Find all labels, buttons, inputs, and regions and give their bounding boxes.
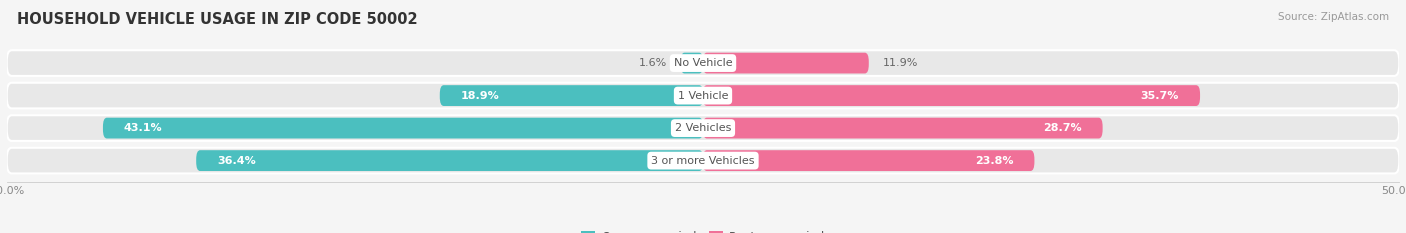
- FancyBboxPatch shape: [7, 50, 1399, 76]
- FancyBboxPatch shape: [440, 85, 703, 106]
- FancyBboxPatch shape: [703, 118, 1102, 138]
- FancyBboxPatch shape: [681, 53, 703, 73]
- Text: 23.8%: 23.8%: [974, 156, 1014, 166]
- FancyBboxPatch shape: [7, 148, 1399, 173]
- Text: 2 Vehicles: 2 Vehicles: [675, 123, 731, 133]
- FancyBboxPatch shape: [703, 85, 1201, 106]
- FancyBboxPatch shape: [703, 150, 1035, 171]
- Text: 3 or more Vehicles: 3 or more Vehicles: [651, 156, 755, 166]
- Text: 1 Vehicle: 1 Vehicle: [678, 91, 728, 101]
- Text: 43.1%: 43.1%: [124, 123, 163, 133]
- Text: 35.7%: 35.7%: [1140, 91, 1180, 101]
- Legend: Owner-occupied, Renter-occupied: Owner-occupied, Renter-occupied: [576, 226, 830, 233]
- Text: No Vehicle: No Vehicle: [673, 58, 733, 68]
- FancyBboxPatch shape: [7, 115, 1399, 141]
- FancyBboxPatch shape: [7, 83, 1399, 108]
- FancyBboxPatch shape: [197, 150, 703, 171]
- Text: 36.4%: 36.4%: [217, 156, 256, 166]
- FancyBboxPatch shape: [703, 53, 869, 73]
- Text: 18.9%: 18.9%: [461, 91, 499, 101]
- Text: Source: ZipAtlas.com: Source: ZipAtlas.com: [1278, 12, 1389, 22]
- Text: HOUSEHOLD VEHICLE USAGE IN ZIP CODE 50002: HOUSEHOLD VEHICLE USAGE IN ZIP CODE 5000…: [17, 12, 418, 27]
- FancyBboxPatch shape: [103, 118, 703, 138]
- Text: 28.7%: 28.7%: [1043, 123, 1081, 133]
- Text: 11.9%: 11.9%: [883, 58, 918, 68]
- Text: 1.6%: 1.6%: [638, 58, 666, 68]
